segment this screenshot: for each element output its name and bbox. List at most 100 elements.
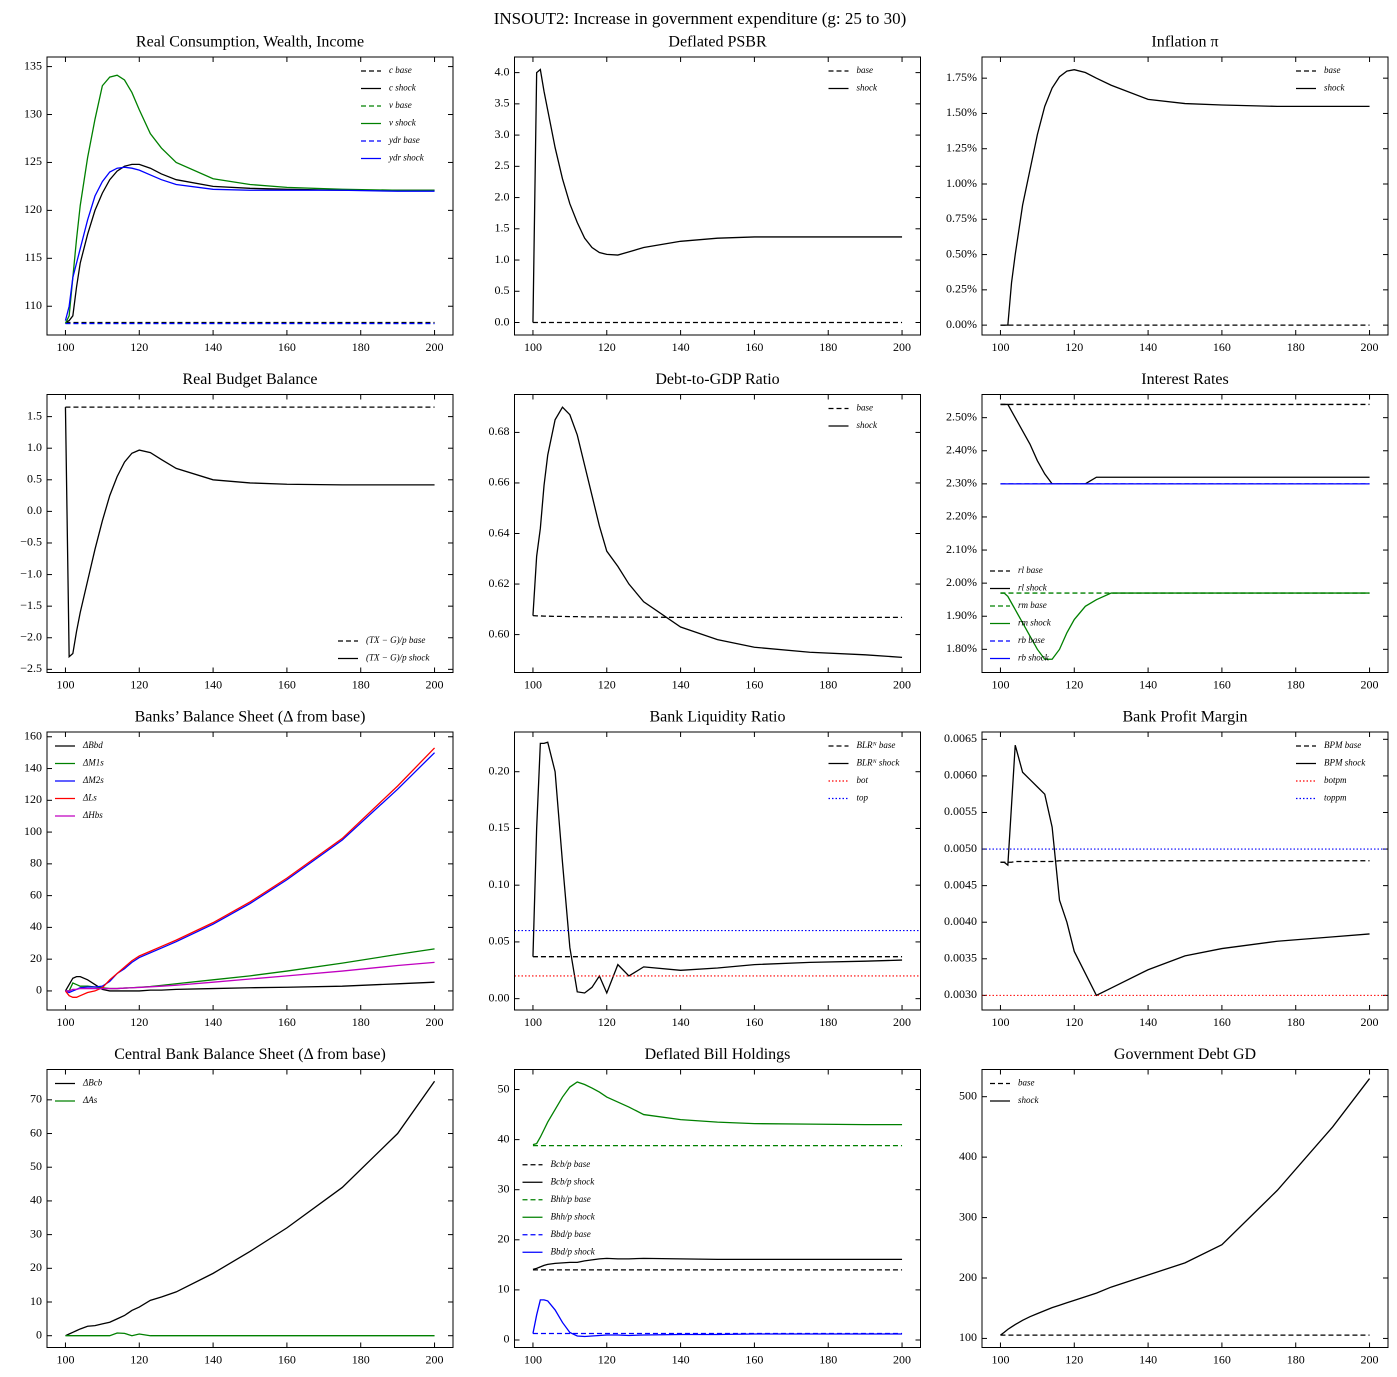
legend-label: Bhh/p base xyxy=(551,1194,591,1204)
legend-label: ΔAs xyxy=(82,1095,98,1105)
series-line xyxy=(64,407,435,659)
figure-title: INSOUT2: Increase in government expendit… xyxy=(494,9,907,28)
x-tick-label: 140 xyxy=(204,1015,222,1029)
y-tick-label: 0.5 xyxy=(27,472,42,486)
plot-frame xyxy=(46,731,454,1011)
series-line xyxy=(65,163,435,324)
plot-frame xyxy=(981,1069,1389,1348)
y-tick-label: 60 xyxy=(30,887,42,901)
x-tick-label: 160 xyxy=(278,677,296,691)
y-tick-label: 1.75% xyxy=(946,70,977,84)
y-tick-label: 0.0035 xyxy=(944,951,977,965)
x-tick-label: 180 xyxy=(352,677,370,691)
y-tick-label: 30 xyxy=(30,1226,42,1240)
y-tick-label: 2.10% xyxy=(946,542,977,556)
y-tick-label: 2.40% xyxy=(946,443,977,457)
legend-label: ΔM1s xyxy=(82,758,104,768)
panel: Interest Rates 100 120 140 160 180 200 1.80% 1.9… xyxy=(946,371,1389,691)
series-line xyxy=(65,1080,436,1337)
y-tick-label: 0 xyxy=(36,983,42,997)
series-line xyxy=(64,166,435,321)
series-line xyxy=(64,975,435,992)
legend-label: shock xyxy=(857,83,878,93)
y-tick-label: 0.0 xyxy=(495,314,510,328)
plot-frame xyxy=(514,1069,921,1348)
x-tick-label: 120 xyxy=(130,1015,148,1029)
plot-frame xyxy=(514,56,921,336)
legend-label: ydr base xyxy=(388,135,420,145)
legend-label: rb base xyxy=(1018,635,1045,645)
legend-label: toppm xyxy=(1324,793,1347,803)
x-tick-label: 160 xyxy=(745,677,763,691)
legend-label: Bhh/p shock xyxy=(551,1211,596,1221)
y-tick-label: 20 xyxy=(30,1260,42,1274)
x-tick-label: 120 xyxy=(130,1352,148,1366)
x-tick-label: 180 xyxy=(1287,340,1305,354)
y-tick-label: 3.5 xyxy=(495,96,510,110)
x-tick-label: 100 xyxy=(991,1352,1009,1366)
legend-label: ΔBbd xyxy=(82,740,103,750)
y-tick-label: 0.0055 xyxy=(944,804,977,818)
legend-label: rm shock xyxy=(1018,618,1052,628)
y-tick-label: 0.64 xyxy=(489,525,510,539)
x-tick-label: 100 xyxy=(56,340,74,354)
y-tick-label: 300 xyxy=(959,1209,977,1223)
x-tick-label: 180 xyxy=(1287,1352,1305,1366)
x-tick-label: 160 xyxy=(1213,1015,1231,1029)
y-tick-label: 0.0040 xyxy=(944,914,977,928)
legend-label: BPM base xyxy=(1324,740,1361,750)
series-line xyxy=(64,74,435,324)
x-tick-label: 200 xyxy=(893,340,911,354)
legend-label: Bcb/p shock xyxy=(551,1176,596,1186)
panel-title: Inflation π xyxy=(1151,34,1218,51)
y-tick-label: 0.0060 xyxy=(944,768,977,782)
panel: Bank Profit Margin 100 120 140 160 180 200 0.00… xyxy=(944,709,1389,1029)
series-line xyxy=(532,1081,903,1146)
x-tick-label: 140 xyxy=(1139,1015,1157,1029)
legend-label: rl shock xyxy=(1018,583,1048,593)
x-tick-label: 120 xyxy=(1065,1015,1083,1029)
x-tick-label: 200 xyxy=(1361,1352,1379,1366)
plot-frame xyxy=(46,56,454,336)
y-tick-label: 135 xyxy=(24,58,42,72)
y-tick-label: 1.50% xyxy=(946,105,977,119)
legend-label: shock xyxy=(1324,83,1345,93)
legend-label: ΔLs xyxy=(82,793,97,803)
y-tick-label: 100 xyxy=(959,1330,977,1344)
y-tick-label: 120 xyxy=(24,202,42,216)
y-tick-label: 115 xyxy=(24,250,42,264)
y-tick-label: 200 xyxy=(959,1270,977,1284)
y-tick-label: 0.00% xyxy=(946,317,977,331)
x-tick-label: 200 xyxy=(1361,677,1379,691)
y-tick-label: 80 xyxy=(30,856,42,870)
x-tick-label: 100 xyxy=(991,677,1009,691)
x-tick-label: 140 xyxy=(1139,1352,1157,1366)
panel: Deflated PSBR 100 120 140 160 180 200 0.0 0.5 1.0… xyxy=(495,34,921,354)
y-tick-label: −1.0 xyxy=(20,566,42,580)
y-tick-label: 0.15 xyxy=(489,820,510,834)
series-line xyxy=(1000,1078,1371,1336)
plot-frame xyxy=(981,731,1389,1011)
plot-frame xyxy=(46,394,454,673)
x-tick-label: 160 xyxy=(1213,1352,1231,1366)
legend-label: rl base xyxy=(1018,565,1043,575)
legend-label: base xyxy=(1324,65,1341,75)
x-tick-label: 100 xyxy=(56,1352,74,1366)
series-line xyxy=(64,747,436,998)
y-tick-label: 10 xyxy=(30,1294,42,1308)
y-tick-label: 1.00% xyxy=(946,176,977,190)
x-tick-label: 200 xyxy=(426,340,444,354)
panel-title: Bank Profit Margin xyxy=(1122,709,1247,726)
y-tick-label: 0.0050 xyxy=(944,841,977,855)
legend-label: rb shock xyxy=(1018,653,1050,663)
legend-label: top xyxy=(857,793,869,803)
legend-label: Bbd/p base xyxy=(551,1229,591,1239)
legend-label: BLRᴺ shock xyxy=(857,758,901,768)
y-tick-label: 2.50% xyxy=(946,409,977,423)
x-tick-label: 180 xyxy=(352,340,370,354)
series-line xyxy=(1000,744,1370,997)
y-tick-label: 0.0045 xyxy=(944,877,977,891)
x-tick-label: 180 xyxy=(819,677,837,691)
x-tick-label: 200 xyxy=(893,677,911,691)
